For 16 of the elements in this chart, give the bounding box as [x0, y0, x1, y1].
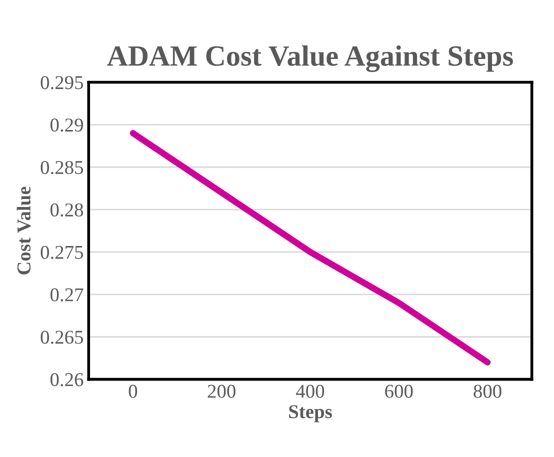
- x-tick-label: 0: [128, 384, 138, 398]
- y-tick-label: 0.275: [40, 246, 84, 260]
- y-tick-label: 0.295: [40, 76, 84, 90]
- y-axis-title: Cost Value: [16, 186, 31, 274]
- x-tick-label: 600: [385, 384, 413, 398]
- x-tick-label: 200: [208, 384, 236, 398]
- y-tick-label: 0.285: [40, 160, 84, 174]
- chart-title: ADAM Cost Value Against Steps: [107, 45, 513, 72]
- y-tick-label: 0.27: [50, 288, 84, 302]
- y-tick-label: 0.28: [50, 203, 84, 217]
- y-tick-label: 0.265: [40, 330, 84, 344]
- x-tick-label: 400: [296, 384, 324, 398]
- y-tick-label: 0.26: [50, 373, 84, 386]
- x-axis-title: Steps: [289, 405, 332, 422]
- x-tick-label: 800: [474, 384, 502, 398]
- y-tick-label: 0.29: [50, 118, 83, 132]
